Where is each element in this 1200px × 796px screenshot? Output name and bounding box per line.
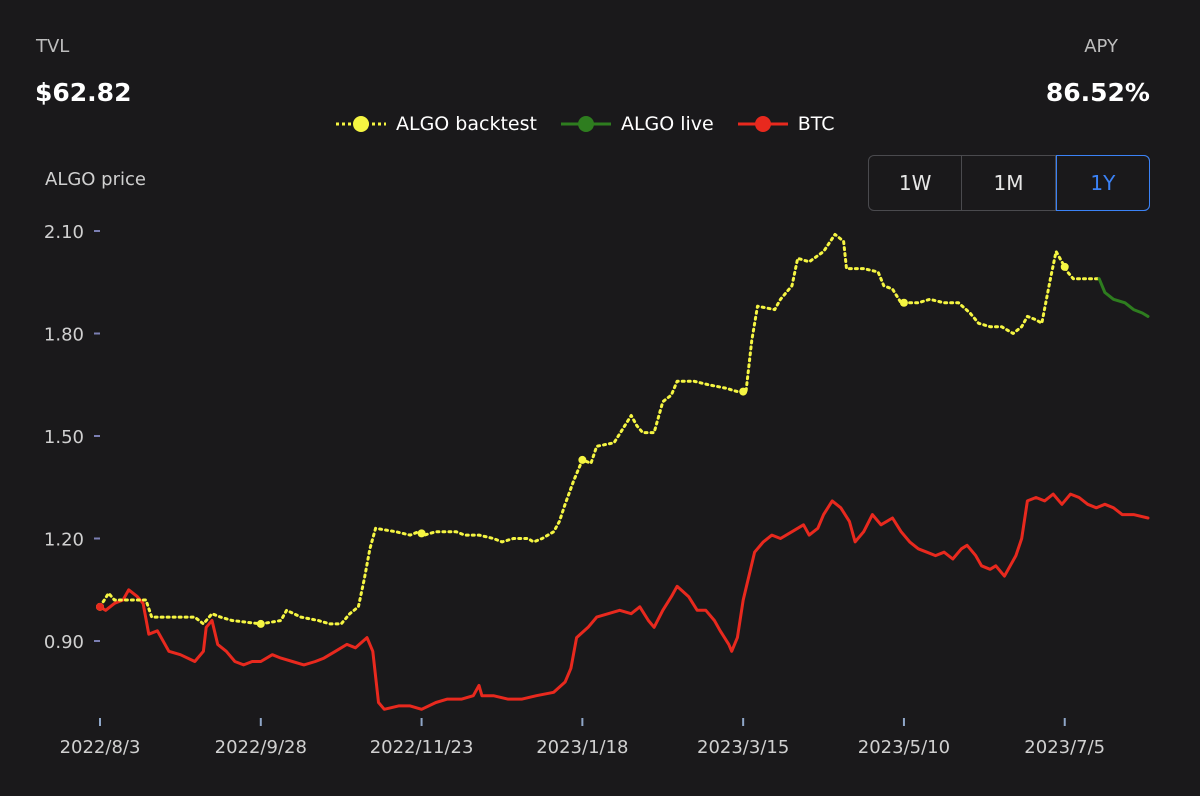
y-tick-label: 1.80 xyxy=(44,325,84,346)
legend-marker-algo-live xyxy=(560,116,611,132)
legend-marker-btc xyxy=(737,116,788,132)
y-tick-label: 1.50 xyxy=(44,427,84,448)
legend-item-algo-live[interactable]: ALGO live xyxy=(559,113,714,135)
legend-label-algo-backtest: ALGO backtest xyxy=(396,113,537,135)
y-tick-label: 2.10 xyxy=(44,222,84,243)
data-point-algo-backtest xyxy=(578,455,587,464)
series-line-btc xyxy=(98,492,1150,711)
legend-label-algo-live: ALGO live xyxy=(620,113,714,135)
series-line-algo-live xyxy=(1097,277,1150,318)
x-tick-label: 2022/11/23 xyxy=(370,737,474,758)
y-axis-title: ALGO price xyxy=(45,169,146,190)
range-button-1m[interactable]: 1M xyxy=(962,156,1056,210)
data-point-algo-backtest xyxy=(417,529,426,538)
legend-item-btc[interactable]: BTC xyxy=(736,113,835,135)
data-point-algo-backtest xyxy=(256,619,265,628)
x-tick-label: 2023/7/5 xyxy=(1024,737,1105,758)
legend-item-algo-backtest[interactable]: ALGO backtest xyxy=(334,113,537,135)
legend-label-btc: BTC xyxy=(797,113,835,135)
tvl-value: $62.82 xyxy=(35,78,132,107)
y-tick-label: 1.20 xyxy=(44,530,84,551)
tvl-label: TVL xyxy=(36,36,70,57)
x-tick-label: 2022/9/28 xyxy=(215,737,307,758)
range-button-1y[interactable]: 1Y xyxy=(1055,155,1150,211)
data-point-algo-backtest xyxy=(739,387,748,396)
range-button-1w[interactable]: 1W xyxy=(869,156,963,210)
apy-value: 86.52% xyxy=(1045,78,1150,107)
time-range-selector: 1W 1M 1Y xyxy=(868,155,1150,211)
y-tick-label: 0.90 xyxy=(44,632,84,653)
x-tick-label: 2023/3/15 xyxy=(697,737,789,758)
apy-label: APY xyxy=(1084,36,1118,57)
data-point-algo-backtest xyxy=(1060,262,1069,271)
legend-marker-algo-backtest xyxy=(336,116,386,132)
chart-legend: ALGO backtest ALGO live BTC xyxy=(334,113,835,135)
x-tick-label: 2022/8/3 xyxy=(60,737,141,758)
x-tick-label: 2023/5/10 xyxy=(858,737,950,758)
x-tick-label: 2023/1/18 xyxy=(536,737,628,758)
data-point-algo-backtest xyxy=(899,298,908,307)
series-line-algo-backtest xyxy=(98,232,1101,626)
